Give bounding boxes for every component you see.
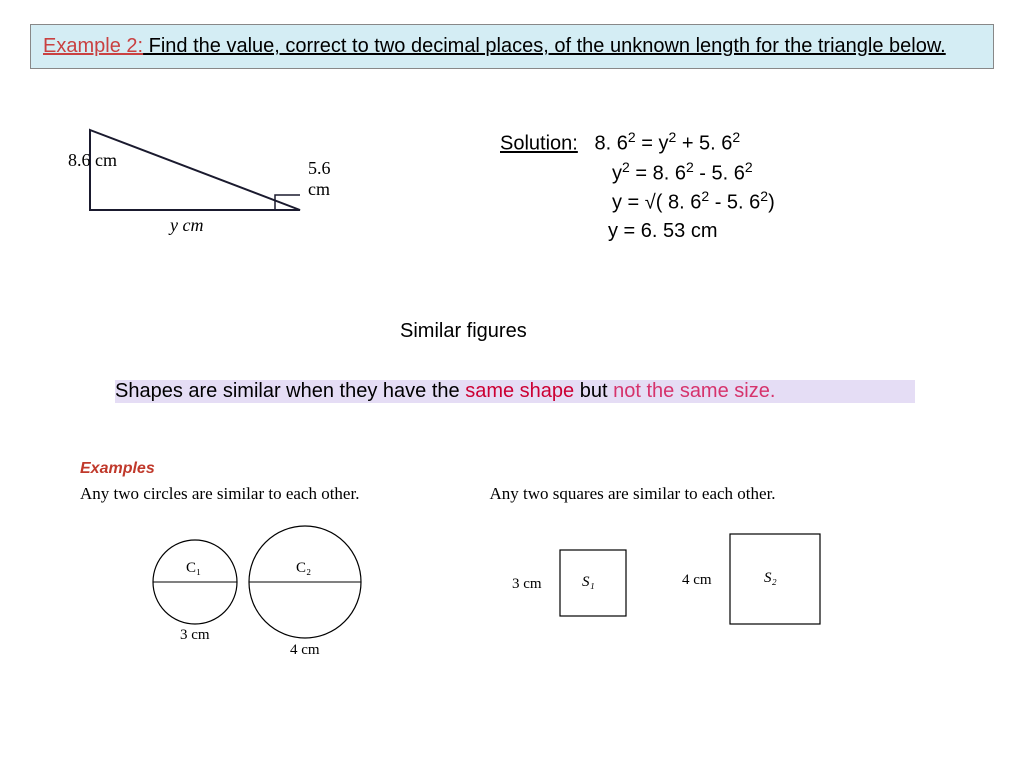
def-b: same shape <box>465 380 574 402</box>
sol-l3-b: - 5. 6 <box>709 192 760 214</box>
opposite-label: 5.6 cm <box>308 158 350 200</box>
solution-line-4: y = 6. 53 cm <box>500 217 980 245</box>
sol-l2-exp1: 2 <box>622 159 630 175</box>
example-text: Find the value, correct to two decimal p… <box>143 35 946 57</box>
def-d: not the same size. <box>613 380 775 402</box>
figures-svg <box>80 522 960 702</box>
examples-region: Examples Any two circles are similar to … <box>80 460 960 702</box>
sol-l1-a: 8. 6 <box>595 133 628 155</box>
square-1-size: 3 cm <box>512 576 542 593</box>
def-c: but <box>574 380 613 402</box>
sol-l2-b: = 8. 6 <box>630 162 686 184</box>
examples-heading: Examples <box>80 460 960 478</box>
similar-definition: Shapes are similar when they have the sa… <box>115 380 915 403</box>
caption-squares: Any two squares are similar to each othe… <box>489 484 775 504</box>
circle-1-label: C₁ <box>186 560 201 577</box>
solution-line-1: Solution: 8. 62 = y2 + 5. 62 <box>500 128 980 158</box>
solution-block: Solution: 8. 62 = y2 + 5. 62 y2 = 8. 62 … <box>500 128 980 245</box>
example-box: Example 2: Find the value, correct to tw… <box>30 24 994 69</box>
sol-l1-b: = y <box>636 133 669 155</box>
hypotenuse-label: 8.6 cm <box>68 150 117 171</box>
solution-label: Solution: <box>500 133 578 155</box>
sol-l2-a: y <box>612 162 622 184</box>
sol-l3-a: y = √( 8. 6 <box>612 192 701 214</box>
base-label: y cm <box>170 215 203 236</box>
circle-2-label: C₂ <box>296 560 311 577</box>
example-label: Example 2: <box>43 35 143 57</box>
sol-l2-exp2: 2 <box>686 159 694 175</box>
sol-l3-exp1: 2 <box>701 188 709 204</box>
sol-l3-exp2: 2 <box>760 188 768 204</box>
circle-2-size: 4 cm <box>290 642 320 659</box>
similar-figures-heading: Similar figures <box>400 320 527 343</box>
circle-1-size: 3 cm <box>180 627 210 644</box>
solution-line-3: y = √( 8. 62 - 5. 62) <box>500 187 980 217</box>
caption-circles: Any two circles are similar to each othe… <box>80 484 359 504</box>
examples-captions: Any two circles are similar to each othe… <box>80 484 960 504</box>
sol-l2-c: - 5. 6 <box>694 162 745 184</box>
sol-l1-c: + 5. 6 <box>676 133 732 155</box>
def-a: Shapes are similar when they have the <box>115 380 465 402</box>
sol-l2-exp3: 2 <box>745 159 753 175</box>
figures-row: C₁ C₂ 3 cm 4 cm S₁ S₂ 3 cm 4 cm <box>80 522 960 702</box>
square-2-size: 4 cm <box>682 572 712 589</box>
triangle-figure: 8.6 cm 5.6 cm y cm <box>70 120 350 250</box>
square-1-label: S₁ <box>582 574 595 591</box>
triangle-shape <box>90 130 300 210</box>
sol-l3-c: ) <box>768 192 775 214</box>
sol-l1-exp1: 2 <box>628 129 636 145</box>
solution-line-2: y2 = 8. 62 - 5. 62 <box>500 158 980 188</box>
square-2-label: S₂ <box>764 570 777 587</box>
sol-l1-exp3: 2 <box>732 129 740 145</box>
